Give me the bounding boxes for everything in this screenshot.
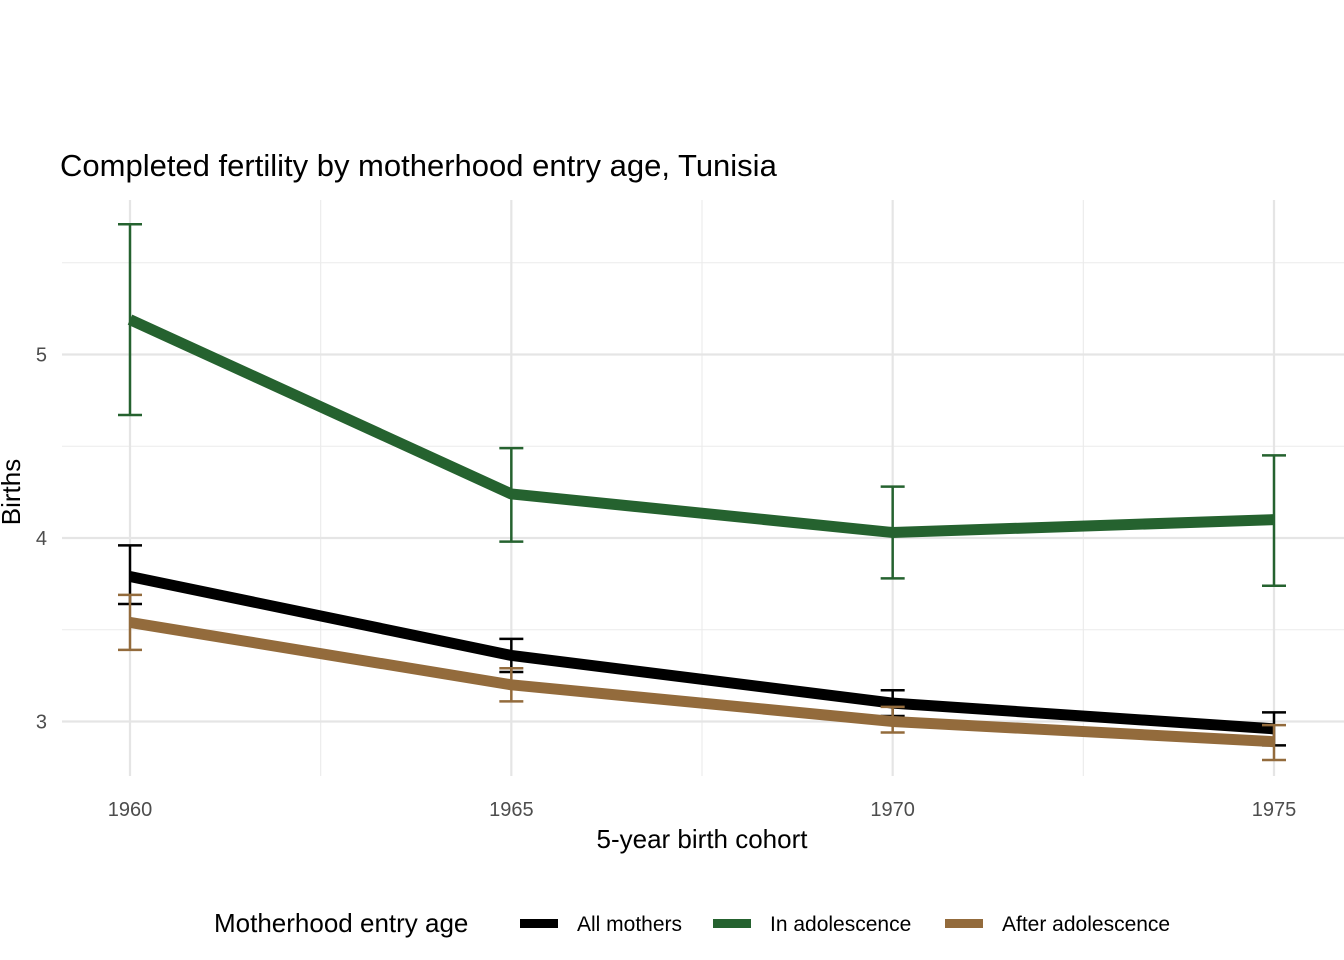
legend-label: All mothers	[577, 913, 682, 936]
legend-swatch	[713, 919, 751, 928]
legend-swatch	[945, 919, 983, 928]
x-axis-ticks: 1960 1965 1970 1975	[108, 799, 1297, 821]
legend-item-all-mothers: All mothers	[520, 913, 682, 936]
legend-swatch	[520, 919, 558, 928]
y-tick-label: 3	[36, 712, 47, 734]
legend-label: In adolescence	[770, 913, 911, 936]
y-tick-label: 4	[36, 528, 47, 550]
y-axis-ticks: 3 4 5	[36, 345, 47, 734]
legend: Motherhood entry age All mothers In adole…	[214, 908, 1170, 938]
chart-title: Completed fertility by motherhood entry …	[60, 148, 778, 183]
x-tick-label: 1965	[489, 799, 534, 821]
x-tick-label: 1975	[1252, 799, 1297, 821]
y-axis-title: Births	[0, 459, 26, 525]
series-group	[118, 222, 1286, 762]
legend-title: Motherhood entry age	[214, 908, 468, 938]
legend-item-after-adolescence: After adolescence	[945, 913, 1170, 936]
series-line-in-adolescence	[127, 314, 1275, 538]
series-after-adolescence	[118, 593, 1286, 762]
gridlines	[62, 200, 1344, 776]
x-tick-label: 1960	[108, 799, 153, 821]
series-line-all-mothers	[128, 571, 1275, 735]
y-tick-label: 5	[36, 345, 47, 367]
error-bar	[1262, 723, 1286, 762]
x-axis-title: 5-year birth cohort	[597, 824, 809, 854]
x-tick-label: 1970	[870, 799, 915, 821]
legend-item-in-adolescence: In adolescence	[713, 913, 911, 936]
series-line-after-adolescence	[129, 616, 1275, 748]
series-in-adolescence	[118, 222, 1286, 587]
legend-label: After adolescence	[1002, 913, 1170, 936]
